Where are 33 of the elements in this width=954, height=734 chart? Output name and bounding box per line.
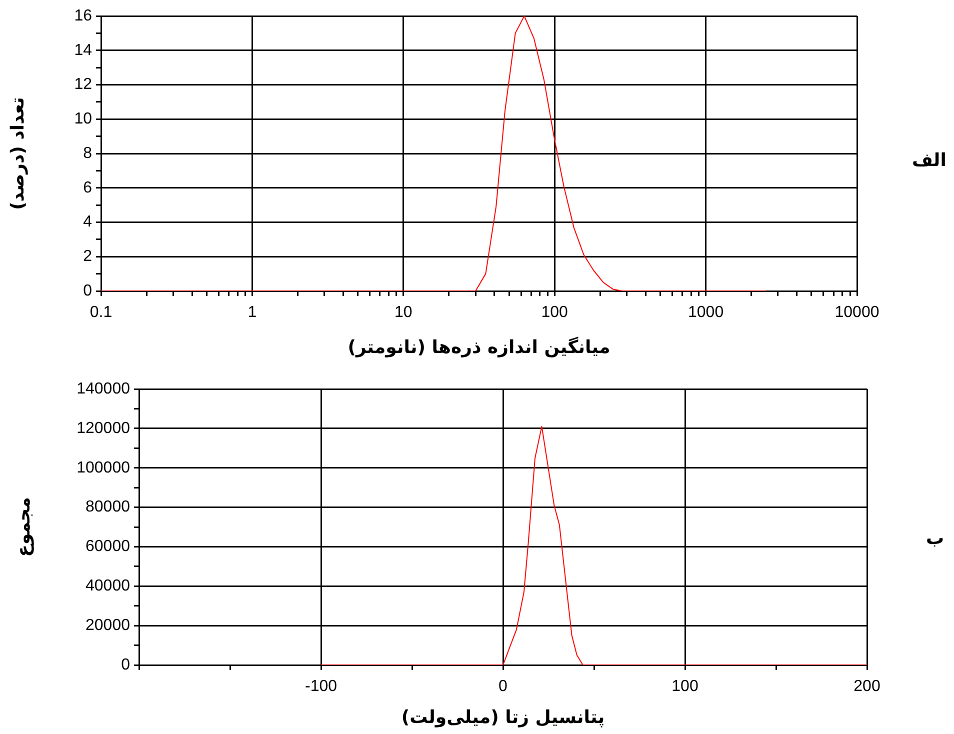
x-axis-title: پتانسیل زتا (میلی‌ولت) (401, 706, 605, 728)
y-tick-label: 16 (74, 7, 92, 24)
y-tick-label: 8 (83, 144, 92, 162)
x-tick-label: 1 (248, 304, 257, 322)
y-tick-label: 2 (83, 248, 92, 266)
x-tick-label: 1000 (688, 304, 724, 322)
x-tick-label: 10000 (834, 304, 880, 322)
x-tick-label: 100 (541, 304, 568, 322)
y-tick-label: 4 (83, 214, 92, 231)
x-tick-label: 200 (854, 678, 880, 696)
y-tick-label: 0 (83, 282, 92, 300)
x-tick-label: -100 (304, 678, 338, 696)
text: الف (912, 150, 946, 171)
y-axis-title: تعداد (درصد) (7, 97, 28, 210)
y-tick-label: 120000 (76, 420, 130, 437)
y-tick-label: 0 (121, 656, 130, 674)
y-tick-label: 40000 (86, 578, 130, 595)
x-axis-title: میانگین اندازه ذره‌ها (نانومتر) (348, 336, 610, 358)
y-tick-label: 12 (74, 76, 92, 94)
y-tick-label: 20000 (86, 616, 130, 634)
y-tick-label: 60000 (86, 538, 130, 556)
y-tick-label: 6 (83, 179, 92, 196)
y-tick-label: 14 (74, 42, 92, 59)
x-tick-label: 10 (394, 304, 412, 322)
y-tick-label: 100000 (76, 459, 130, 476)
y-axis-title: مجموع (13, 497, 34, 557)
y-tick-label: 80000 (86, 498, 130, 516)
x-tick-label: 100 (672, 678, 698, 696)
x-tick-label: 0 (498, 678, 508, 696)
x-tick-label: 0.1 (90, 304, 112, 322)
y-tick-label: 10 (74, 110, 92, 128)
text: ب (926, 528, 944, 549)
y-tick-label: 140000 (76, 380, 130, 398)
